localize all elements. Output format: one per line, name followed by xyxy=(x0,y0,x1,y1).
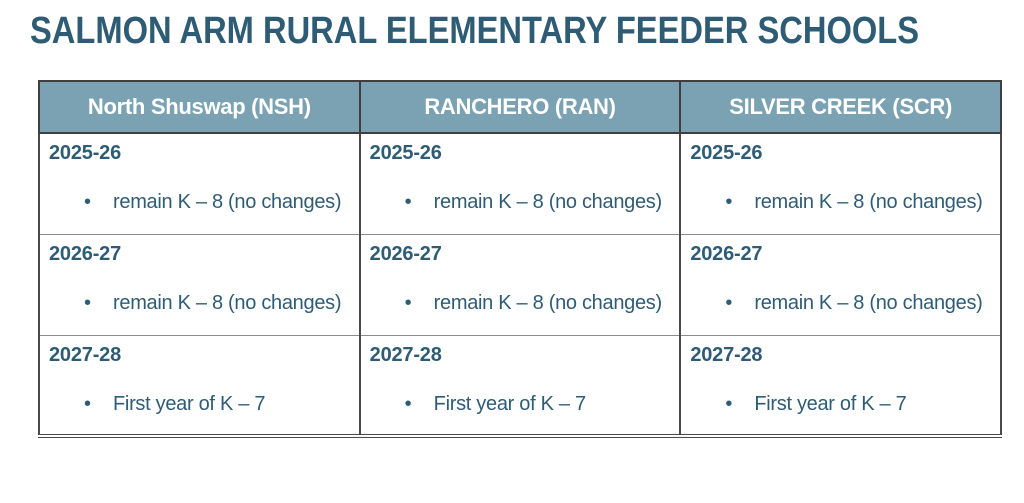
year-label: 2025-26 xyxy=(369,142,442,164)
item-text: remain K – 8 (no changes) xyxy=(433,291,662,314)
bullet-item: • remain K – 8 (no changes) xyxy=(725,292,1000,315)
year-label: 2026-27 xyxy=(369,242,442,265)
year-label: 2026-27 xyxy=(49,242,121,265)
column-header-ranchero: RANCHERO (RAN) xyxy=(358,80,682,134)
bullet-item: • First year of K – 7 xyxy=(725,393,1000,416)
bullet-icon: • xyxy=(84,291,92,314)
item-text: remain K – 8 (no changes) xyxy=(113,291,342,314)
table-cell: 2027-28 • First year of K – 7 xyxy=(38,334,361,437)
table-cell: 2025-26 • remain K – 8 (no changes) xyxy=(38,132,361,235)
year-label: 2027-28 xyxy=(690,343,763,366)
bullet-icon: • xyxy=(84,392,92,415)
table-cell: 2027-28 • First year of K – 7 xyxy=(679,334,1002,437)
column-header-north-shuswap: North Shuswap (NSH) xyxy=(38,80,361,134)
table-cell: 2025-26 • remain K – 8 (no changes) xyxy=(679,132,1002,235)
table-row-2026-27: 2026-27 • remain K – 8 (no changes) 2026… xyxy=(38,233,1002,336)
bullet-item: • remain K – 8 (no changes) xyxy=(405,292,680,315)
bullet-item: • remain K – 8 (no changes) xyxy=(725,191,1000,214)
feeder-schools-table: North Shuswap (NSH) RANCHERO (RAN) SILVE… xyxy=(38,80,1002,438)
table-row-2027-28: 2027-28 • First year of K – 7 2027-28 • … xyxy=(38,334,1002,437)
bullet-icon: • xyxy=(84,191,92,213)
bullet-icon: • xyxy=(404,191,412,213)
bullet-item: • remain K – 8 (no changes) xyxy=(405,191,680,214)
table-cell: 2027-28 • First year of K – 7 xyxy=(358,334,682,437)
table-cell: 2026-27 • remain K – 8 (no changes) xyxy=(679,233,1002,336)
bullet-item: • First year of K – 7 xyxy=(405,393,680,416)
table-cell: 2025-26 • remain K – 8 (no changes) xyxy=(358,132,682,235)
item-text: First year of K – 7 xyxy=(113,392,266,415)
table-cell: 2026-27 • remain K – 8 (no changes) xyxy=(358,233,682,336)
year-label: 2027-28 xyxy=(49,343,121,366)
year-label: 2025-26 xyxy=(690,142,763,164)
bullet-icon: • xyxy=(725,392,733,415)
page-title: SALMON ARM RURAL ELEMENTARY FEEDER SCHOO… xyxy=(30,10,920,52)
bullet-icon: • xyxy=(404,392,412,415)
bullet-item: • remain K – 8 (no changes) xyxy=(84,292,359,315)
item-text: First year of K – 7 xyxy=(754,392,907,415)
bullet-icon: • xyxy=(725,191,733,213)
table-cell: 2026-27 • remain K – 8 (no changes) xyxy=(38,233,361,336)
item-text: remain K – 8 (no changes) xyxy=(754,191,983,213)
item-text: remain K – 8 (no changes) xyxy=(433,191,662,213)
bullet-icon: • xyxy=(404,291,412,314)
bullet-icon: • xyxy=(725,291,733,314)
table-row-2025-26: 2025-26 • remain K – 8 (no changes) 2025… xyxy=(38,132,1002,235)
item-text: remain K – 8 (no changes) xyxy=(754,291,983,314)
table-header-row: North Shuswap (NSH) RANCHERO (RAN) SILVE… xyxy=(38,80,1002,134)
year-label: 2025-26 xyxy=(49,142,121,164)
item-text: First year of K – 7 xyxy=(433,392,586,415)
item-text: remain K – 8 (no changes) xyxy=(113,191,342,213)
column-header-silver-creek: SILVER CREEK (SCR) xyxy=(679,80,1002,134)
year-label: 2027-28 xyxy=(369,343,442,366)
bullet-item: • remain K – 8 (no changes) xyxy=(84,191,359,214)
bullet-item: • First year of K – 7 xyxy=(84,393,359,416)
year-label: 2026-27 xyxy=(690,242,763,265)
